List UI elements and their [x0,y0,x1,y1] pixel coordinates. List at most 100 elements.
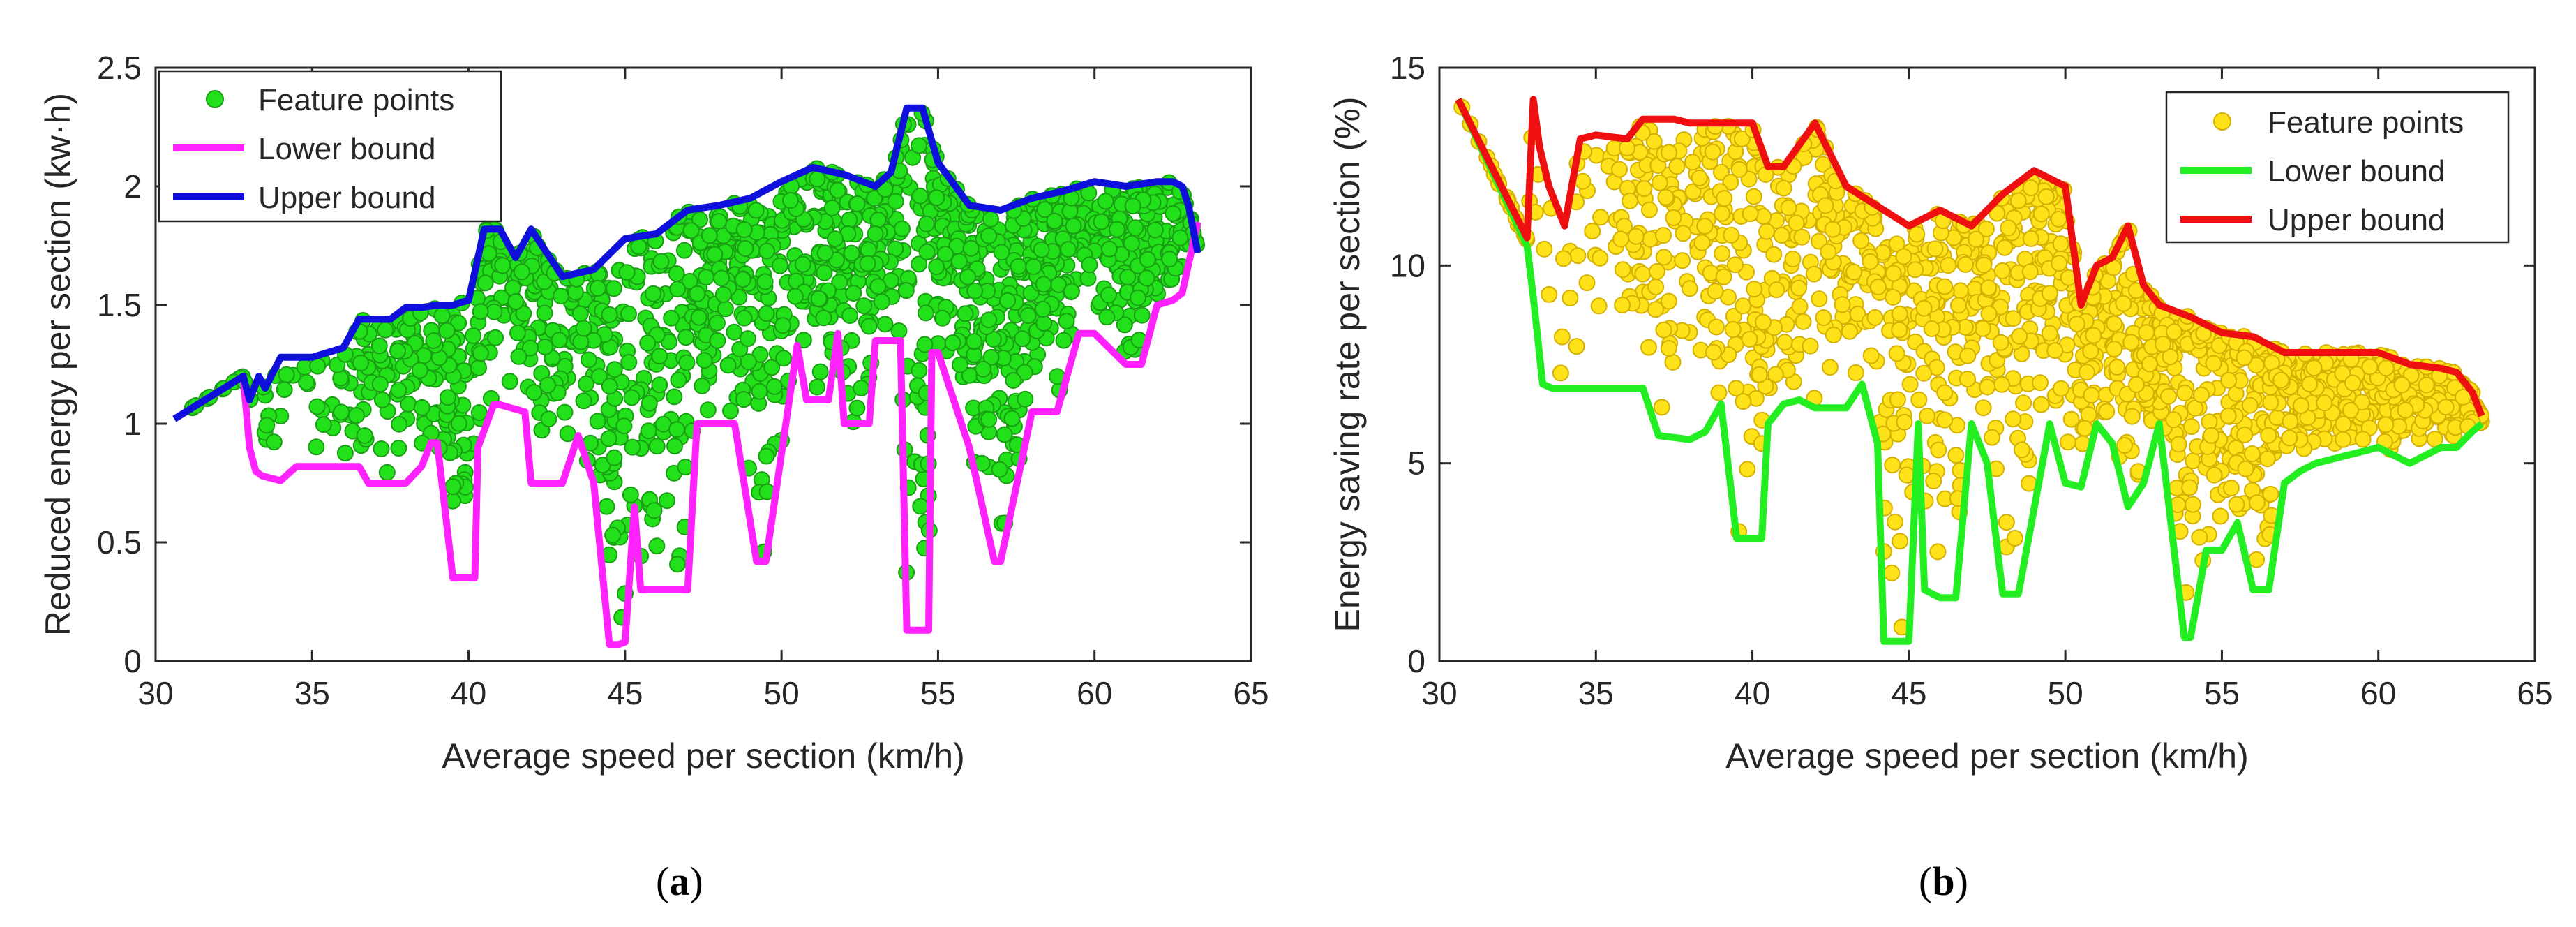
feature-point-b [2222,480,2240,497]
feature-point-b [2013,441,2030,459]
feature-point-b [1735,393,1752,410]
feature-point-b [2181,479,2199,496]
feature-point-b [2032,205,2050,223]
feature-point-a [737,240,754,257]
feature-point-a [918,215,935,232]
feature-point-a [536,304,553,322]
feature-point-b [2282,413,2299,430]
feature-point-a [347,407,365,424]
feature-point-a [714,286,732,303]
feature-point-b [1925,473,1942,489]
feature-point-a [1133,306,1151,324]
feature-point-a [504,279,521,297]
feature-point-a [605,280,622,297]
feature-point-a [1019,307,1037,324]
feature-point-a [507,293,525,311]
feature-point-a [860,318,878,335]
feature-point-a [669,281,687,298]
feature-point-b [1664,353,1682,371]
feature-point-a [553,288,569,305]
feature-point-b [2062,410,2080,428]
feature-point-a [1119,269,1137,285]
feature-point-b [1552,364,1569,382]
feature-point-b [2293,397,2309,415]
feature-point-b [1691,170,1708,186]
feature-point-a [991,461,1008,478]
feature-point-b [1627,228,1645,245]
feature-point-a [876,316,894,333]
feature-point-a [265,433,283,451]
feature-point-b [1660,292,1677,310]
feature-point-a [731,288,748,306]
feature-point-a [258,417,276,434]
feature-point-a [696,352,713,369]
feature-point-a [726,323,743,341]
feature-point-b [1707,318,1725,336]
feature-point-a [465,327,482,344]
feature-point-a [928,189,945,207]
feature-point-a [1003,410,1021,427]
feature-point-a [911,137,927,154]
feature-point-a [1165,205,1182,222]
feature-point-a [486,303,503,320]
feature-point-b [1645,133,1663,150]
feature-point-a [758,305,775,322]
feature-point-a [758,447,775,465]
feature-point-b [2248,551,2266,568]
feature-point-a [438,322,456,339]
feature-point-b [1959,347,1977,364]
feature-point-a [1016,364,1033,381]
feature-point-b [1640,201,1658,218]
feature-point-b [1930,441,1947,459]
feature-point-b [1793,228,1811,246]
feature-point-b [2191,528,2208,546]
feature-point-b [1996,239,2014,256]
feature-point-a [645,502,663,519]
feature-point-b [1885,265,1902,282]
feature-point-a [589,413,606,430]
feature-point-b [1622,192,1638,209]
feature-point-a [675,242,693,259]
feature-point-b [1866,309,1884,326]
feature-point-b [1936,278,1954,295]
feature-point-b [2116,437,2134,454]
feature-point-a [589,279,606,297]
x-tick-label-a-1: 35 [294,675,330,711]
panel-letter-b: b [1932,859,1954,904]
feature-point-b [1795,313,1812,330]
feature-point-a [681,272,698,290]
upper-bound-line-a [172,104,1201,422]
feature-point-a [578,375,594,392]
feature-point-b [1910,391,1928,408]
feature-point-b [1541,285,1558,303]
feature-point-a [701,227,718,244]
x-tick-label-b-1: 35 [1578,675,1614,711]
feature-point-a [487,329,504,346]
feature-point-b [1926,240,1944,258]
feature-point-b [2344,374,2362,392]
feature-point-a [873,293,890,311]
feature-point-b [2128,376,2145,393]
feature-point-a [751,383,768,400]
feature-point-b [1847,364,1864,381]
feature-point-b [1716,190,1733,207]
feature-point-b [2051,255,2068,272]
feature-point-a [918,243,936,260]
feature-point-a [390,381,407,399]
feature-point-a [735,309,753,327]
feature-point-a [1161,251,1178,268]
feature-point-a [620,354,638,371]
feature-point-b [1992,334,2009,351]
feature-point-b [2037,188,2055,205]
feature-point-b [1741,331,1758,348]
feature-point-a [450,314,467,332]
feature-point-a [843,244,860,262]
legend-label-upper-a: Upper bound [258,181,435,215]
panel-letter-a: a [669,859,689,904]
feature-point-b [1660,340,1677,357]
feature-point-b [1714,205,1731,222]
feature-point-a [735,221,753,238]
feature-point-b [2260,427,2277,444]
feature-point-a [1036,201,1054,218]
feature-point-b [2005,410,2022,428]
